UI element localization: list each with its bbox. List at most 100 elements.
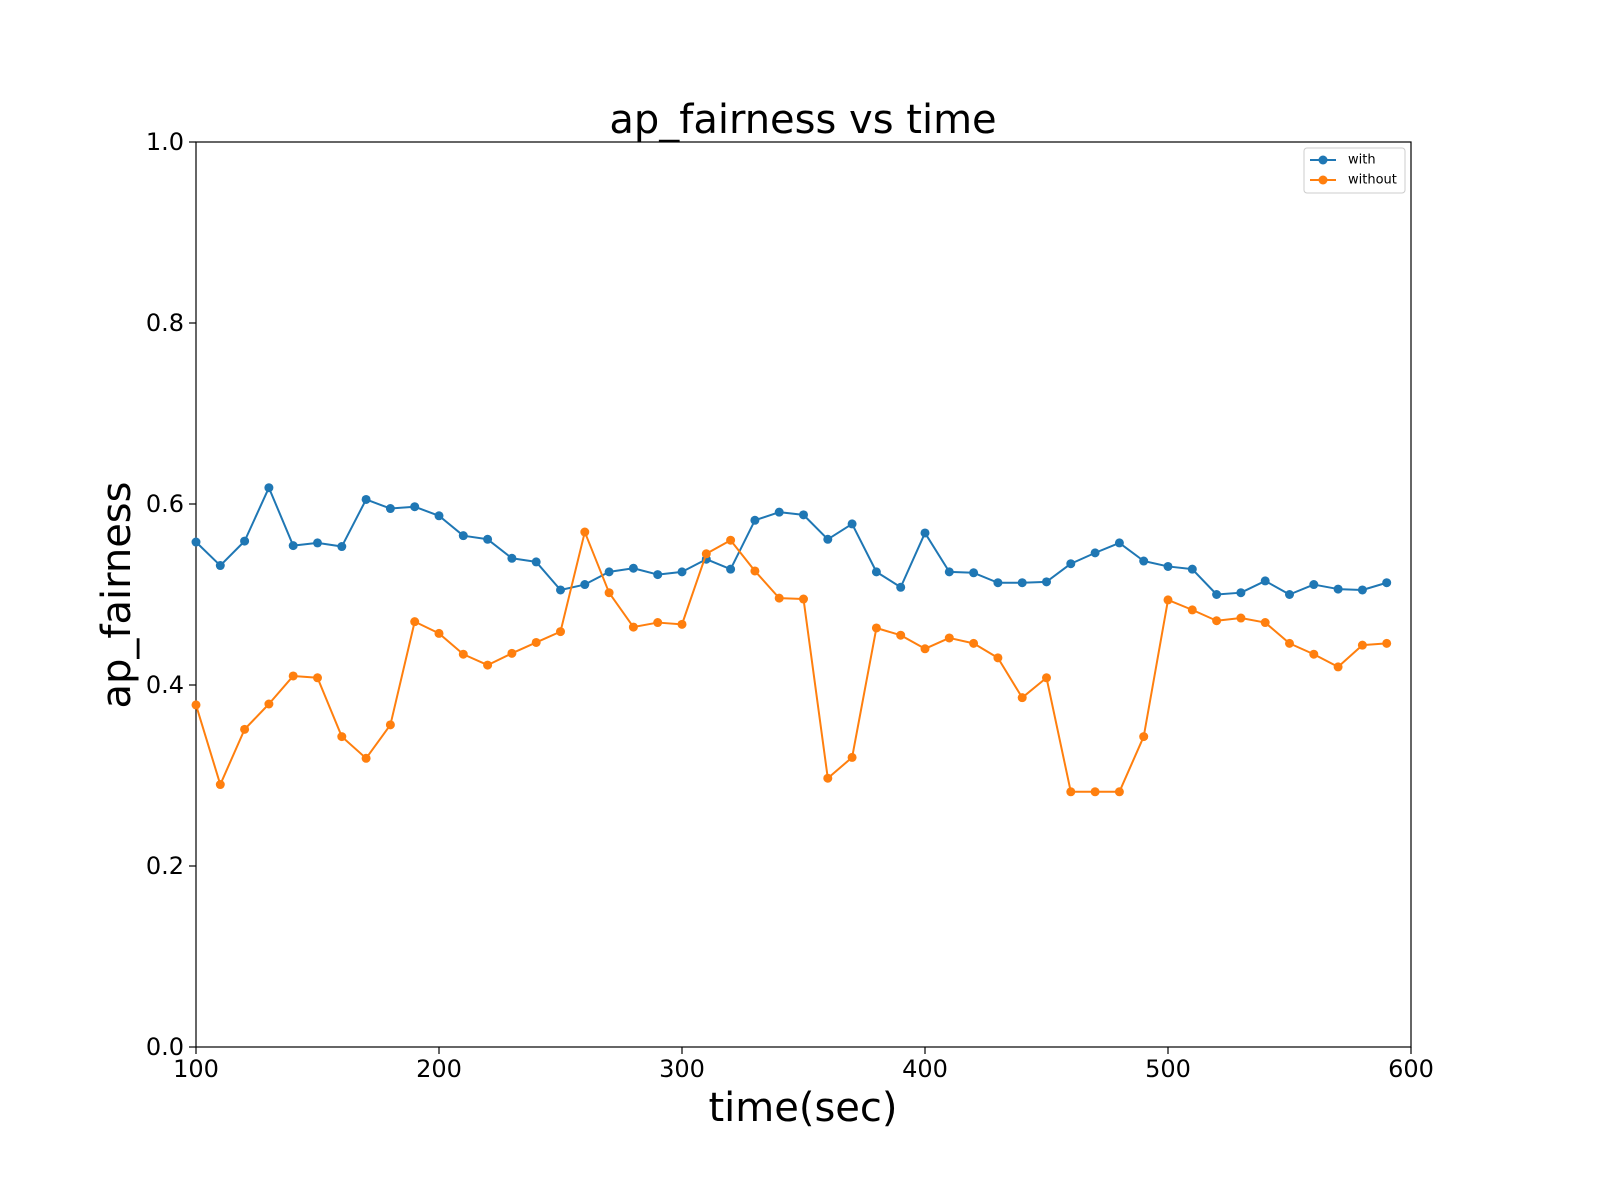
data-point-with [944, 567, 954, 577]
legend-marker-without [1318, 175, 1328, 185]
legend-label-without: without [1348, 173, 1397, 188]
data-point-with [799, 510, 808, 520]
data-point-with [823, 534, 833, 544]
data-point-with [726, 564, 736, 574]
data-point-with [920, 528, 930, 538]
data-point-without [556, 627, 565, 637]
data-point-with [1333, 584, 1343, 594]
data-point-with [288, 541, 298, 551]
data-point-without [969, 638, 979, 648]
x-tick-label: 100 [173, 1055, 219, 1083]
data-point-with [215, 561, 225, 571]
data-point-with [1357, 585, 1367, 595]
data-point-without [458, 649, 468, 659]
data-point-without [799, 594, 808, 604]
data-point-with [677, 567, 687, 577]
data-point-with [1236, 588, 1246, 598]
axes-frame [195, 141, 1412, 1048]
data-point-with [1090, 548, 1100, 558]
legend-label-with: with [1348, 153, 1376, 168]
x-axis-title: time(sec) [708, 1085, 897, 1131]
data-point-without [1042, 673, 1051, 683]
y-tick-label: 0.4 [146, 671, 184, 699]
data-point-without [580, 527, 590, 537]
data-point-with [410, 502, 420, 512]
data-point-with [750, 515, 760, 525]
data-point-without [1260, 618, 1270, 628]
data-point-with [361, 494, 371, 504]
x-tick-label: 500 [1145, 1055, 1191, 1083]
chart-title: ap_fairness vs time [609, 97, 996, 143]
x-tick-label: 400 [902, 1055, 948, 1083]
data-point-with [653, 570, 663, 580]
data-point-with [1017, 578, 1027, 588]
data-point-without [1333, 662, 1343, 672]
data-point-without [385, 720, 395, 730]
data-point-with [1187, 564, 1197, 574]
data-point-with [628, 563, 638, 573]
data-point-without [677, 619, 687, 629]
data-point-without [774, 593, 784, 603]
x-tick-label: 600 [1388, 1055, 1434, 1083]
data-point-without [337, 732, 347, 742]
data-point-with [507, 553, 517, 563]
data-point-without [1285, 638, 1294, 648]
data-point-without [726, 535, 736, 545]
data-point-without [701, 549, 711, 559]
data-point-with [1042, 577, 1051, 587]
data-point-with [458, 531, 468, 541]
data-point-with [240, 536, 250, 546]
data-point-without [871, 623, 881, 633]
data-point-without [1139, 732, 1149, 742]
series-layer [191, 483, 1392, 797]
data-point-with [434, 511, 444, 521]
data-point-without [410, 617, 420, 627]
data-point-without [361, 753, 371, 763]
y-axis-title: ap_fairness [94, 482, 140, 709]
data-point-with [896, 582, 906, 592]
data-point-without [628, 622, 638, 632]
y-axis: 0.0 0.2 0.4 0.6 0.8 1.0 [146, 128, 196, 1061]
data-point-without [1114, 787, 1124, 797]
data-point-without [434, 628, 444, 638]
data-point-with [264, 483, 274, 493]
plot-area [195, 141, 1412, 1048]
data-point-with [1382, 578, 1392, 588]
data-point-without [313, 673, 322, 683]
data-point-with [1212, 590, 1222, 599]
x-tick-label: 200 [416, 1055, 462, 1083]
data-point-without [1163, 595, 1173, 605]
data-point-without [288, 671, 298, 681]
data-point-without [1382, 638, 1392, 648]
data-point-with [1139, 556, 1149, 566]
data-point-with [1114, 538, 1124, 548]
data-point-without [240, 724, 250, 734]
legend-marker-with [1318, 155, 1328, 165]
data-point-without [1212, 616, 1222, 626]
y-tick-label: 0.2 [146, 852, 184, 880]
data-point-with [1163, 561, 1173, 571]
data-point-with [580, 580, 590, 590]
data-point-without [750, 566, 760, 576]
data-point-without [604, 588, 614, 598]
data-point-without [215, 780, 225, 790]
y-tick-label: 1.0 [146, 128, 184, 156]
data-point-without [1066, 787, 1076, 797]
data-point-with [1260, 576, 1270, 586]
data-point-with [313, 538, 322, 548]
data-point-without [896, 630, 906, 640]
series-without [191, 527, 1392, 797]
data-point-with [531, 557, 541, 567]
data-point-without [847, 752, 857, 762]
data-point-without [1357, 640, 1367, 650]
data-point-without [507, 648, 517, 658]
x-axis: 100 200 300 400 500 600 [173, 1047, 1434, 1083]
data-point-without [264, 699, 274, 709]
data-point-with [1285, 590, 1294, 599]
data-point-with [1309, 580, 1319, 590]
data-point-without [1017, 693, 1027, 703]
data-point-with [969, 568, 979, 578]
data-point-without [920, 644, 930, 654]
data-point-without [653, 618, 663, 628]
